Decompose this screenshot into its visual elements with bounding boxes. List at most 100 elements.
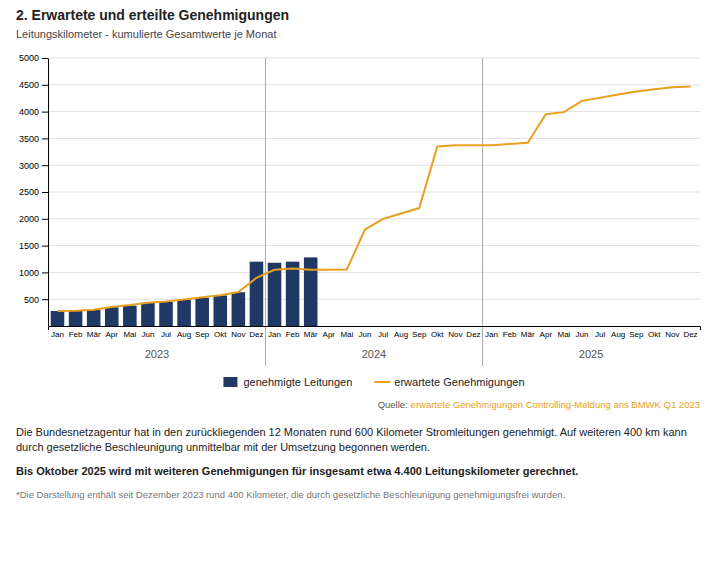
legend-label: erwartete Genehmigungen xyxy=(394,376,524,388)
grid-line xyxy=(48,58,700,59)
x-tick-label: Sep xyxy=(195,330,210,339)
y-tick: 2500 xyxy=(19,187,48,197)
bar xyxy=(431,326,445,327)
bar xyxy=(51,311,65,326)
x-tick-label: Jun xyxy=(141,330,154,339)
x-tick-label: Okt xyxy=(214,330,227,339)
y-tick-mark xyxy=(42,272,48,273)
bar xyxy=(250,262,264,326)
x-tick: Nov xyxy=(665,330,679,339)
note: Bis Oktober 2025 wird mit weiteren Geneh… xyxy=(16,465,578,477)
bar xyxy=(286,262,300,326)
y-axis-line xyxy=(48,59,49,327)
x-tick-label: Mai xyxy=(123,330,136,339)
x-tick: Mai xyxy=(557,330,570,339)
legend-item: erwartete Genehmigungen xyxy=(374,376,524,388)
bar xyxy=(232,292,246,326)
y-tick: 4500 xyxy=(19,80,48,90)
year-label: 2025 xyxy=(579,348,603,360)
x-tick-label: Sep xyxy=(412,330,427,339)
y-tick-mark xyxy=(42,246,48,247)
bar xyxy=(177,300,191,326)
bar xyxy=(539,326,553,327)
x-tick: Dez xyxy=(249,330,263,339)
bar xyxy=(557,326,571,327)
x-tick: Jun xyxy=(359,330,372,339)
x-tick-label: Okt xyxy=(648,330,661,339)
x-tick: Jul xyxy=(378,330,388,339)
bar xyxy=(593,326,607,327)
x-tick: Apr xyxy=(106,330,119,339)
y-tick-mark xyxy=(42,192,48,193)
y-tick-mark xyxy=(42,219,48,220)
bar xyxy=(340,326,354,327)
x-tick: Aug xyxy=(394,330,408,339)
x-tick-label: Aug xyxy=(177,330,191,339)
legend-label: genehmigte Leitungen xyxy=(243,376,352,388)
y-tick: 3000 xyxy=(19,161,48,171)
x-tick-label: Mai xyxy=(557,330,570,339)
y-tick-label: 3500 xyxy=(19,134,39,144)
x-tick: Sep xyxy=(629,330,644,339)
bar xyxy=(521,326,535,327)
source-part: Quelle: xyxy=(378,399,408,410)
x-tick-label: Okt xyxy=(431,330,444,339)
bar xyxy=(195,298,209,326)
source-part: erwartete Genehmigungen Controlling-Meld… xyxy=(411,399,700,410)
x-tick-label: Jan xyxy=(268,330,281,339)
x-tick: Apr xyxy=(323,330,336,339)
x-tick: Feb xyxy=(69,330,83,339)
bar xyxy=(575,326,589,327)
x-tick: Dez xyxy=(466,330,480,339)
title: 2. Erwartete und erteilte Genehmigungen xyxy=(16,7,289,23)
x-axis: Jan Feb Mär Apr Mai Jun Jul Aug Sep Okt Nov Dez Jan F… xyxy=(49,327,701,339)
source: Quelle:erwartete Genehmigungen Controlli… xyxy=(378,399,700,410)
y-axis: 500100015002000250030003500400045005000 xyxy=(19,53,49,326)
bar xyxy=(69,311,83,326)
plot-area xyxy=(51,86,691,326)
y-tick-label: 2000 xyxy=(19,214,39,224)
bar xyxy=(213,295,227,326)
bar xyxy=(141,303,155,326)
x-tick: Jun xyxy=(576,330,589,339)
line xyxy=(57,86,690,311)
y-tick-label: 500 xyxy=(24,295,39,305)
grid-line xyxy=(48,299,700,300)
x-tick-label: Aug xyxy=(611,330,625,339)
bar xyxy=(304,257,318,326)
y-tick: 1500 xyxy=(19,241,48,251)
x-tick-label: Aug xyxy=(394,330,408,339)
x-tick: Mai xyxy=(123,330,136,339)
x-tick-label: Jul xyxy=(161,330,171,339)
legend-swatch xyxy=(223,377,237,387)
x-tick-label: Apr xyxy=(323,330,336,339)
bar xyxy=(87,310,101,326)
y-tick-mark xyxy=(42,165,48,166)
x-tick-label: Jun xyxy=(576,330,589,339)
x-tick-label: Mär xyxy=(87,330,101,339)
x-tick-label: Feb xyxy=(503,330,517,339)
x-tick: Jan xyxy=(485,330,498,339)
y-tick-mark xyxy=(42,58,48,59)
x-tick-label: Jun xyxy=(359,330,372,339)
bar xyxy=(159,302,173,326)
x-tick: Aug xyxy=(177,330,191,339)
grid-line xyxy=(48,218,700,219)
x-tick: Mär xyxy=(521,330,535,339)
x-tick: Mai xyxy=(340,330,353,339)
x-tick: Jul xyxy=(595,330,605,339)
x-tick-label: Jul xyxy=(378,330,388,339)
x-tick-label: Dez xyxy=(249,330,263,339)
bar xyxy=(467,326,481,327)
bar xyxy=(322,326,336,327)
bar xyxy=(648,326,662,327)
y-tick: 4000 xyxy=(19,107,48,117)
y-tick-label: 3000 xyxy=(19,161,39,171)
bar-series xyxy=(51,257,318,326)
x-tick: Dez xyxy=(683,330,697,339)
x-tick: Apr xyxy=(540,330,553,339)
y-tick-label: 1000 xyxy=(19,268,39,278)
x-tick: Jul xyxy=(161,330,171,339)
x-tick-label: Feb xyxy=(69,330,83,339)
year-dividers xyxy=(265,58,482,366)
